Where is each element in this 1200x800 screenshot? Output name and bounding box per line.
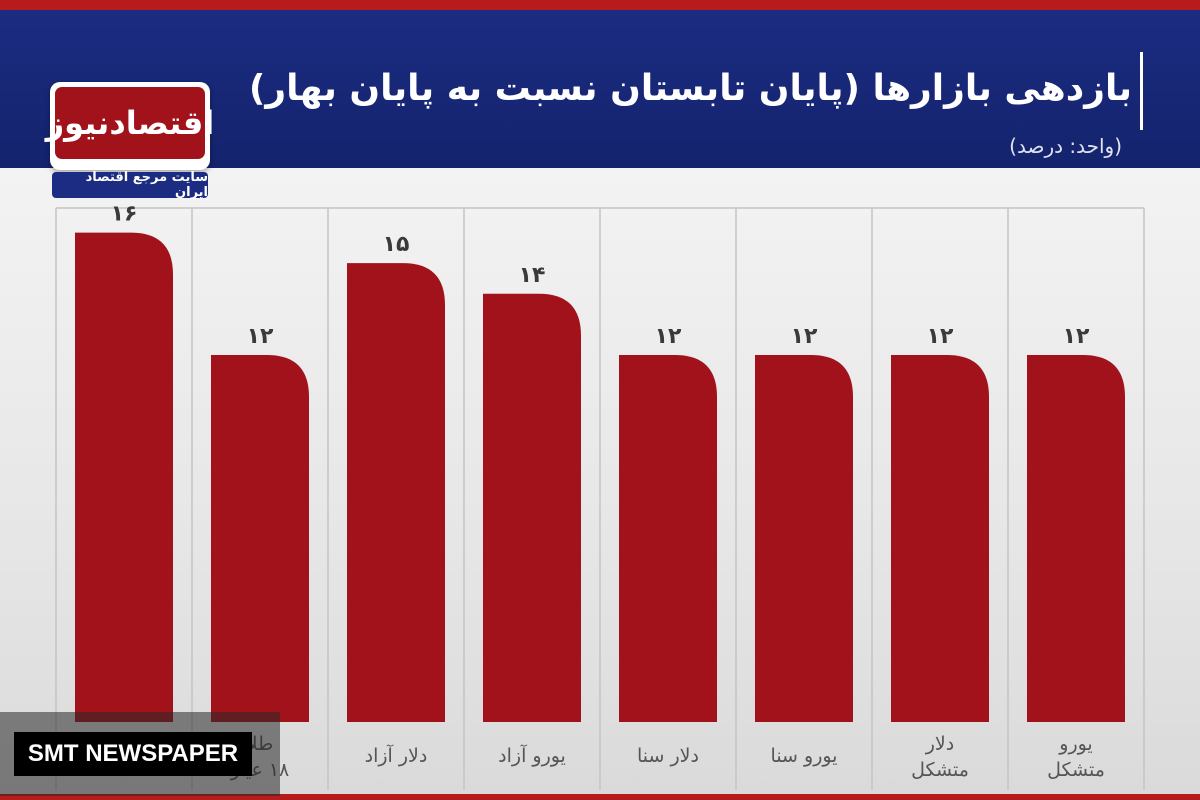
bar	[347, 263, 445, 722]
bar	[891, 354, 989, 722]
value-label: ۱۲	[655, 324, 682, 349]
bar	[1027, 354, 1125, 722]
bar	[211, 354, 309, 722]
category-label: یورو آزاد	[498, 743, 566, 767]
watermark-text: SMT NEWSPAPER	[14, 732, 252, 776]
category-label: یورو سنا	[771, 745, 838, 767]
category-label: متشکل	[1047, 759, 1105, 781]
category-label: دلار آزاد	[365, 743, 428, 767]
chart-title: بازدهی بازارها (پایان تابستان نسبت به پا…	[248, 68, 1132, 109]
bar	[619, 354, 717, 722]
value-label: ۱۶	[111, 202, 138, 227]
publisher-logo: اقتصادنیوز	[46, 82, 214, 170]
value-label: ۱۲	[1063, 324, 1090, 349]
bar	[75, 232, 173, 722]
title-divider	[1140, 52, 1143, 130]
logo-badge: اقتصادنیوز	[46, 87, 214, 159]
bar	[483, 293, 581, 722]
value-label: ۱۵	[383, 232, 410, 257]
value-label: ۱۴	[519, 263, 546, 288]
category-label: یورو	[1058, 733, 1092, 755]
value-label: ۱۲	[927, 324, 954, 349]
value-label: ۱۲	[791, 324, 818, 349]
chart-unit-subtitle: (واحد: درصد)	[1009, 134, 1122, 158]
category-label: دلار	[925, 733, 954, 755]
category-label: متشکل	[911, 759, 969, 781]
bottom-accent-strip	[0, 794, 1200, 800]
category-label: دلار سنا	[637, 745, 699, 767]
logo-tagline: سایت مرجع اقتصاد ایران	[52, 170, 208, 200]
top-accent-strip	[0, 0, 1200, 10]
logo-wordmark: اقتصادنیوز	[45, 104, 215, 142]
value-label: ۱۲	[247, 324, 274, 349]
bar	[755, 354, 853, 722]
